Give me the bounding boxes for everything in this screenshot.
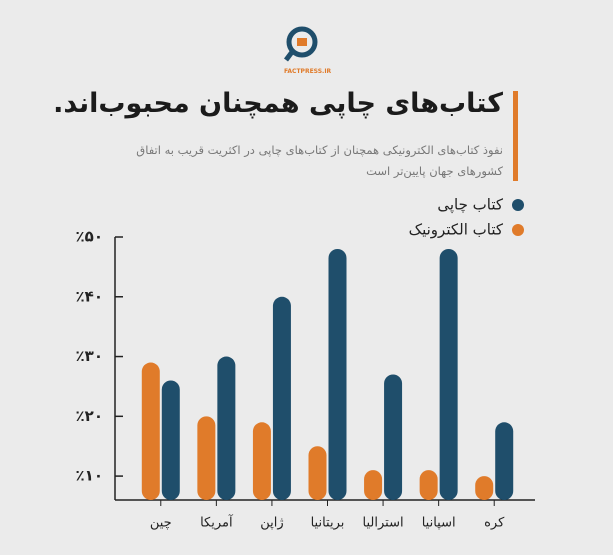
bar xyxy=(384,374,403,500)
legend-marker xyxy=(512,199,524,211)
y-tick-label: ٪۵۰ xyxy=(76,228,103,246)
x-tick-label: چین xyxy=(150,516,172,531)
bar xyxy=(308,446,327,500)
bar xyxy=(217,356,236,500)
x-tick-label: ژاپن xyxy=(260,516,283,531)
logo xyxy=(286,26,318,58)
legend-marker xyxy=(512,224,524,236)
chart-title: کتاب‌های چاپی همچنان محبوب‌اند. xyxy=(53,88,503,119)
logo xyxy=(284,50,294,62)
bar xyxy=(141,362,160,500)
bar xyxy=(252,422,271,500)
bar xyxy=(272,296,291,500)
bar xyxy=(495,422,514,500)
y-tick-label: ٪۱۰ xyxy=(76,467,103,485)
bar xyxy=(197,416,216,500)
bar xyxy=(419,470,438,500)
bar xyxy=(475,476,494,500)
legend-label: کتاب چاپی xyxy=(437,196,504,215)
logo xyxy=(297,38,307,46)
logo-text: FACTPRESS.IR xyxy=(284,68,332,75)
y-tick-label: ٪۳۰ xyxy=(76,347,103,365)
x-tick-label: اسپانیا xyxy=(422,516,456,531)
bar xyxy=(161,380,180,500)
chart-subtitle: نفوذ کتاب‌های الکترونیکی همچنان از کتاب‌… xyxy=(136,143,503,178)
accent-bar xyxy=(513,91,518,181)
x-tick-label: آمریکا xyxy=(200,514,234,531)
y-tick-label: ٪۲۰ xyxy=(76,407,103,425)
y-tick-label: ٪۴۰ xyxy=(76,287,103,305)
legend-label: کتاب الکترونیک xyxy=(409,221,504,239)
bar xyxy=(364,470,383,500)
bar xyxy=(439,248,458,500)
x-tick-label: استرالیا xyxy=(363,516,404,531)
x-tick-label: بریتانیا xyxy=(311,516,345,531)
bar xyxy=(328,248,347,500)
x-tick-label: کره xyxy=(484,516,505,531)
